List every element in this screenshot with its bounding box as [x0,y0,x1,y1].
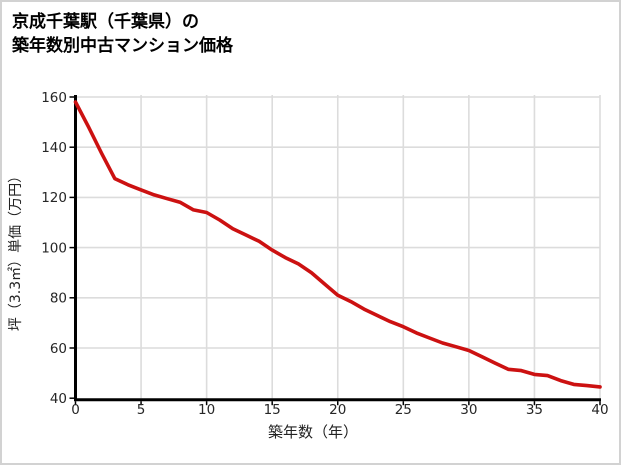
chart-title-line1: 京成千葉駅（千葉県）の [12,12,199,32]
y-tick-label: 80 [50,291,67,307]
x-tick-label: 0 [71,402,80,418]
x-tick-label: 25 [395,402,412,418]
y-tick-label: 160 [41,90,67,106]
chart-title-line2: 築年数別中古マンション価格 [12,36,233,56]
x-tick-label: 20 [329,402,346,418]
y-tick-label: 60 [50,341,67,357]
x-tick-label: 10 [198,402,215,418]
x-axis-label: 築年数（年） [267,423,358,441]
y-tick-label: 100 [41,240,67,256]
x-tick-label: 5 [137,402,146,418]
x-tick-label: 35 [526,402,543,418]
y-tick-label: 140 [41,140,67,156]
y-tick-label: 40 [50,391,67,407]
price-line-series [73,100,602,389]
x-tick-label: 30 [460,402,477,418]
x-tick-label: 15 [264,402,281,418]
x-tick-label: 40 [591,402,608,418]
y-tick-label: 120 [41,190,67,206]
y-axis-label: 坪（3.3㎡）単価（万円） [8,168,24,332]
chart-title: 京成千葉駅（千葉県）の築年数別中古マンション価格 [12,10,233,58]
